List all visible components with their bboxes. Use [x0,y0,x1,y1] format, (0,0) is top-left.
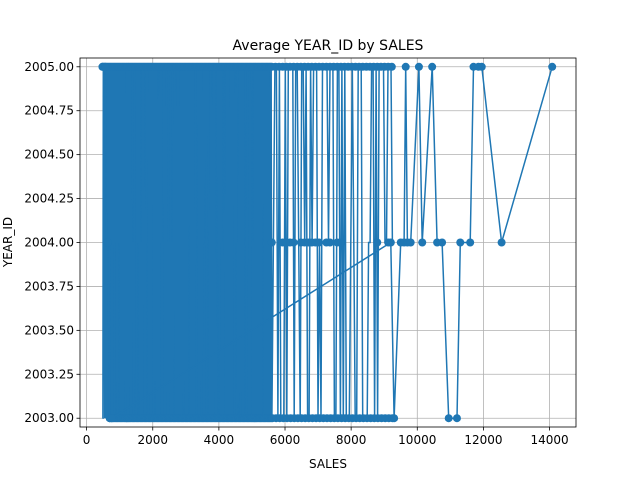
y-axis-label: YEAR_ID [1,217,15,268]
x-tick-label: 10000 [398,433,436,447]
data-point [390,414,399,423]
y-tick-label: 2003.75 [24,279,74,293]
x-axis-label: SALES [309,457,347,471]
data-point [406,238,415,247]
data-point [497,238,506,247]
x-tick-label: 8000 [336,433,367,447]
data-point [477,62,486,71]
data-point [414,62,423,71]
data-point [418,238,427,247]
y-tick-label: 2004.75 [24,104,74,118]
data-point [456,238,465,247]
y-tick-label: 2005.00 [24,60,74,74]
dense-marker [325,238,334,247]
axis-ticks: 0 2000 4000 6000 8000 10000 12000 14000 2003.00 2… [24,60,568,447]
data-point [401,62,410,71]
y-tick-label: 2003.50 [24,323,74,337]
series-markers [98,62,557,423]
y-tick-label: 2003.00 [24,411,74,425]
x-tick-label: 14000 [530,433,568,447]
dense-marker [387,62,396,71]
dense-data-region [98,62,397,423]
y-tick-label: 2004.50 [24,148,74,162]
data-point [107,414,116,423]
data-point [103,238,112,247]
dense-marker [373,238,382,247]
x-tick-label: 2000 [137,433,168,447]
data-point [466,238,475,247]
data-point [101,62,110,71]
dense-marker [289,238,298,247]
chart-title: Average YEAR_ID by SALES [233,38,424,54]
x-tick-label: 4000 [204,433,235,447]
x-tick-label: 6000 [270,433,301,447]
dense-marker [267,238,276,247]
data-point [548,62,557,71]
x-tick-label: 12000 [464,433,502,447]
data-point [444,414,453,423]
data-point [452,414,461,423]
x-tick-label: 0 [83,433,91,447]
data-point [428,62,437,71]
y-tick-label: 2003.25 [24,367,74,381]
y-tick-label: 2004.25 [24,192,74,206]
data-point [438,238,447,247]
dense-marker [336,238,345,247]
data-point [386,238,395,247]
dense-marker [315,238,324,247]
y-tick-label: 2004.00 [24,236,74,250]
